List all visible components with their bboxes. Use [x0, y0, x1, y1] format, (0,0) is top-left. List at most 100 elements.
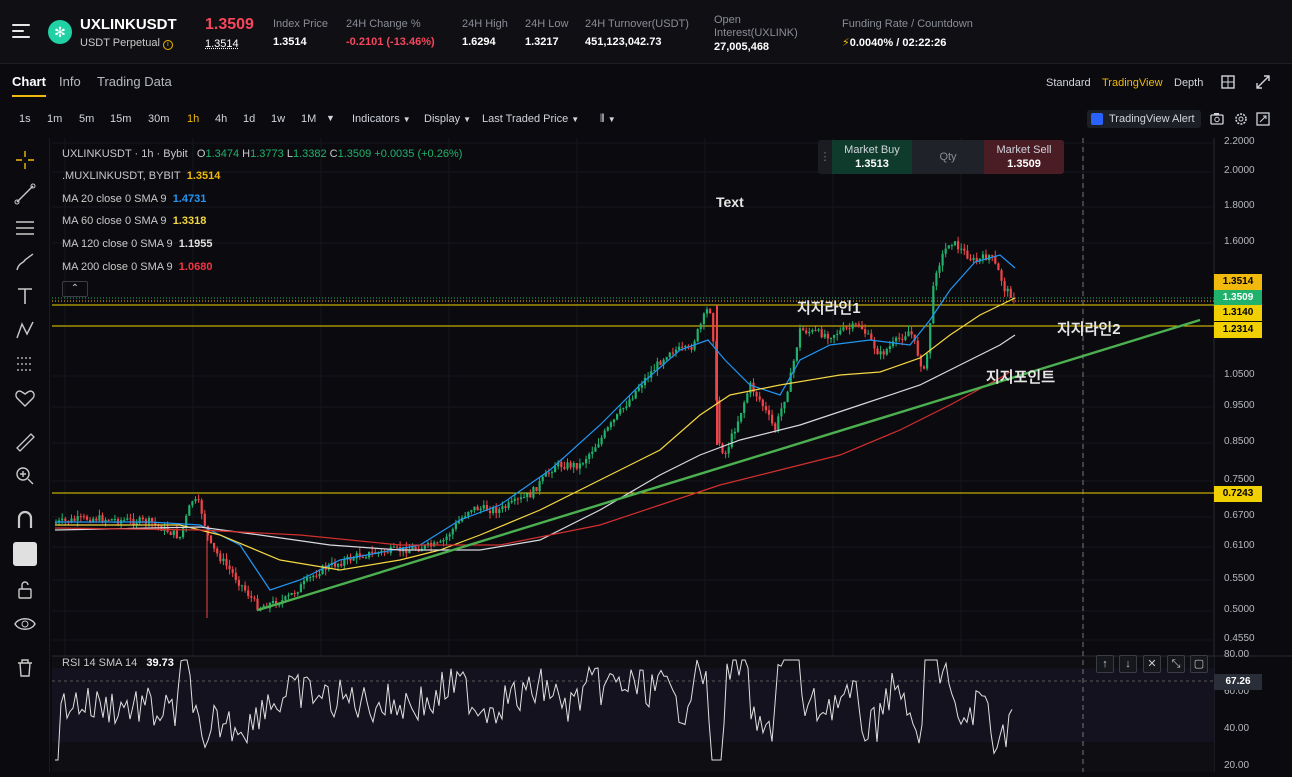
- candle-body: [718, 400, 721, 444]
- interval-4h[interactable]: 4h: [215, 113, 228, 125]
- prediction-icon[interactable]: [13, 352, 37, 376]
- view-standard[interactable]: Standard: [1046, 77, 1091, 89]
- display-label: Display: [424, 113, 461, 125]
- interval-5m[interactable]: 5m: [79, 113, 95, 125]
- brush-icon[interactable]: [13, 250, 37, 274]
- magnet-icon[interactable]: [13, 508, 37, 532]
- horizontal-lines-icon[interactable]: [13, 216, 37, 240]
- price-label-support-2: 1.2314: [1214, 322, 1262, 338]
- tab-info[interactable]: Info: [59, 74, 81, 89]
- candle-body: [408, 549, 411, 554]
- candle-body: [312, 575, 315, 578]
- candle-body: [572, 462, 575, 468]
- candle-body: [61, 518, 64, 521]
- indicators-button[interactable]: Indicators ▼: [352, 113, 411, 125]
- stat-24h-change: 24H Change % -0.2101 (-13.46%): [346, 18, 435, 48]
- candle-body: [116, 518, 120, 524]
- stat-label: 24H Turnover(USDT): [585, 18, 689, 30]
- heart-icon[interactable]: [13, 386, 37, 410]
- ma200-line: [54, 371, 1011, 546]
- eye-icon[interactable]: [13, 612, 37, 636]
- interval-15m[interactable]: 15m: [110, 113, 132, 125]
- text-tool-icon[interactable]: [13, 284, 37, 308]
- legend-change: +0.0035 (+0.26%): [374, 148, 463, 160]
- settings-gear-icon[interactable]: [1234, 112, 1248, 126]
- candle-body: [296, 592, 299, 594]
- candle-body: [826, 333, 829, 339]
- layout-grid-icon[interactable]: [1221, 75, 1235, 89]
- interval-dropdown-icon[interactable]: ▼: [326, 113, 335, 123]
- candle-body: [972, 257, 975, 260]
- drawing-tools-sidebar: [0, 138, 50, 772]
- qty-input[interactable]: Qty: [912, 140, 984, 174]
- candle-body: [327, 564, 330, 570]
- tab-chart[interactable]: Chart: [12, 74, 46, 97]
- draw-mode-icon[interactable]: [13, 542, 37, 566]
- menu-icon[interactable]: [12, 24, 30, 38]
- tab-trading-data[interactable]: Trading Data: [97, 74, 172, 89]
- stat-value: 1.6294: [462, 36, 496, 48]
- candle-body: [79, 516, 82, 518]
- annotation-support-line-1[interactable]: 지지라인1: [797, 300, 861, 317]
- fullscreen-icon[interactable]: [1256, 75, 1270, 89]
- market-sell-button[interactable]: Market Sell 1.3509: [984, 140, 1064, 174]
- display-button[interactable]: Display ▼: [424, 113, 471, 125]
- candle-body: [904, 336, 907, 340]
- interval-1h[interactable]: 1h: [187, 113, 200, 125]
- price-axis-tick: 0.9500: [1224, 400, 1255, 411]
- candle-body: [526, 493, 529, 498]
- candle-body: [860, 326, 864, 330]
- info-icon[interactable]: i: [162, 40, 173, 50]
- view-tradingview[interactable]: TradingView: [1102, 77, 1163, 89]
- interval-1M[interactable]: 1M: [301, 113, 317, 125]
- candle-body: [761, 399, 764, 407]
- interval-1m[interactable]: 1m: [47, 113, 63, 125]
- maximize-pane-icon[interactable]: ▢: [1190, 655, 1208, 673]
- move-up-icon[interactable]: ↑: [1096, 655, 1114, 673]
- camera-icon[interactable]: [1210, 112, 1224, 125]
- trash-icon[interactable]: [13, 656, 37, 680]
- candle-body: [333, 562, 337, 567]
- annotation-support-line-2[interactable]: 지지라인2: [1057, 321, 1121, 338]
- lock-icon[interactable]: [13, 578, 37, 602]
- candle-body: [727, 447, 730, 454]
- price-axis-tick: 2.2000: [1224, 136, 1255, 147]
- collapse-legend-button[interactable]: ⌃: [62, 281, 88, 297]
- candle-body: [560, 462, 563, 468]
- zoom-in-icon[interactable]: [13, 464, 37, 488]
- candle-body: [516, 498, 519, 500]
- interval-1s[interactable]: 1s: [19, 113, 31, 125]
- candle-type-button[interactable]: ⫴ ▼: [600, 113, 616, 126]
- crosshair-icon[interactable]: [13, 148, 37, 172]
- candle-body: [169, 532, 172, 535]
- trend-line-icon[interactable]: [13, 182, 37, 206]
- candle-body: [929, 323, 932, 354]
- close-pane-icon[interactable]: ✕: [1143, 655, 1161, 673]
- candle-body: [557, 462, 560, 467]
- pattern-icon[interactable]: [13, 318, 37, 342]
- view-depth[interactable]: Depth: [1174, 77, 1204, 89]
- candle-body: [501, 506, 504, 510]
- collapse-pane-icon[interactable]: ⤡: [1167, 655, 1185, 673]
- drag-handle-icon[interactable]: ⋮: [818, 140, 832, 174]
- interval-1d[interactable]: 1d: [243, 113, 256, 125]
- move-down-icon[interactable]: ↓: [1119, 655, 1137, 673]
- price-type-button[interactable]: Last Traded Price ▼: [482, 113, 579, 125]
- ma20-line: [55, 254, 1016, 591]
- ma120-line: [54, 334, 1016, 551]
- ruler-icon[interactable]: [13, 430, 37, 454]
- annotation-support-point[interactable]: 지지포인트: [986, 369, 1056, 386]
- annotation-text[interactable]: Text: [716, 194, 744, 210]
- legend-symbol: UXLINKUSDT · 1h · Bybit: [62, 148, 188, 160]
- market-buy-button[interactable]: Market Buy 1.3513: [832, 140, 912, 174]
- interval-30m[interactable]: 30m: [148, 113, 170, 125]
- chart-canvas[interactable]: [52, 138, 1292, 772]
- candle-body: [870, 333, 873, 341]
- symbol-name[interactable]: UXLINKUSDT: [80, 16, 177, 33]
- price-chart[interactable]: [52, 138, 1292, 772]
- tradingview-alert-button[interactable]: TradingView Alert: [1087, 110, 1201, 128]
- candle-body: [209, 535, 213, 543]
- interval-1w[interactable]: 1w: [271, 113, 286, 125]
- expand-icon[interactable]: [1256, 112, 1270, 126]
- chart-toolbar: 1s 1m 5m 15m 30m 1h 4h 1d 1w 1M ▼ Indica…: [0, 104, 1292, 136]
